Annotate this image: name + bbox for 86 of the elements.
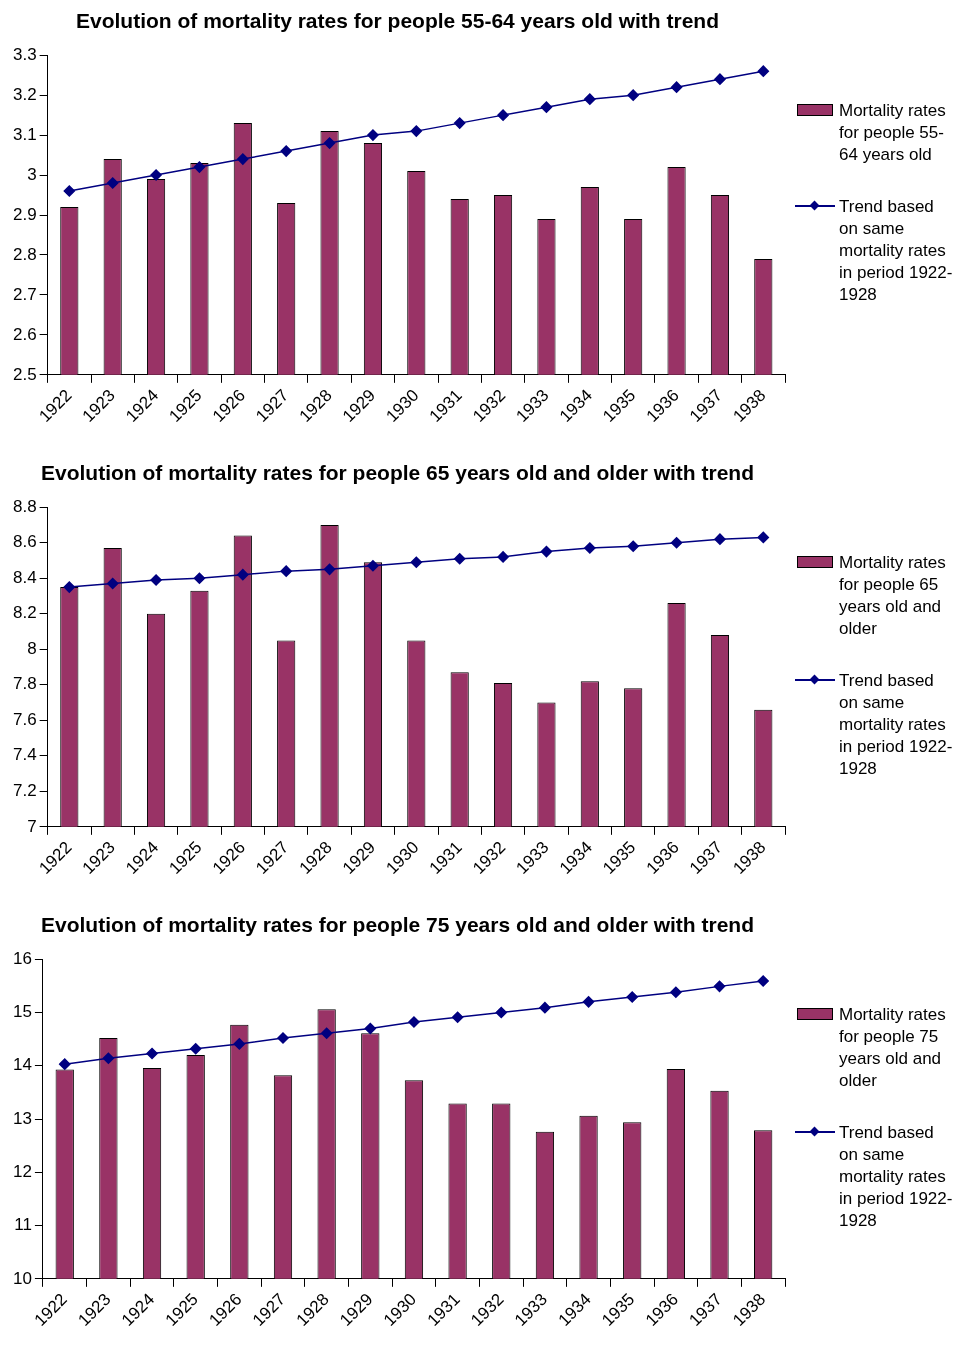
point — [670, 536, 683, 549]
point — [757, 975, 769, 987]
y-tick-label: 15 — [12, 1002, 32, 1022]
legend-label: Mortality rates for people 55-64 years old — [839, 100, 947, 166]
point — [670, 81, 683, 93]
y-tick-label: 2.9 — [12, 204, 37, 224]
y-tick-label: 8.4 — [12, 567, 37, 587]
point — [280, 565, 292, 577]
point — [237, 153, 249, 165]
point — [497, 551, 509, 563]
y-tick-label: 8.8 — [12, 496, 37, 516]
y-tick-label: 7.6 — [12, 709, 37, 729]
point — [233, 1038, 246, 1050]
legend-label: Mortality rates for people 65 years old and older — [839, 552, 947, 640]
y-tick-label: 14 — [12, 1055, 32, 1075]
point — [540, 545, 553, 558]
point — [320, 1027, 333, 1039]
point — [193, 572, 206, 584]
point — [408, 1016, 420, 1028]
y-tick-label: 11 — [14, 1215, 32, 1235]
point — [757, 65, 770, 77]
point — [106, 577, 119, 590]
point — [627, 540, 639, 553]
point — [367, 560, 379, 572]
point — [626, 991, 638, 1003]
point — [410, 125, 423, 137]
point — [451, 1011, 464, 1024]
point — [277, 1032, 289, 1044]
y-tick-label: 8 — [27, 638, 37, 658]
legend-label: Trend based on same mortality rates in period 1922-1928 — [839, 1122, 954, 1232]
chart-title: Evolution of mortality rates for people 65 years old and older with trend — [41, 461, 754, 485]
y-tick-label: 2.6 — [12, 324, 37, 344]
y-tick-label: 8.6 — [12, 532, 37, 552]
point — [584, 542, 596, 554]
chart-title: Evolution of mortality rates for people 55-64 years old with trend — [76, 9, 719, 33]
y-tick-label: 7.4 — [12, 745, 37, 765]
point — [497, 109, 509, 121]
point — [364, 1022, 377, 1035]
point — [280, 145, 292, 157]
point — [539, 1001, 551, 1014]
point — [410, 556, 423, 568]
point — [102, 1052, 115, 1065]
legend-label: Mortality rates for people 75 years old and older — [839, 1004, 947, 1092]
chart-title: Evolution of mortality rates for people 75 years old and older with trend — [41, 913, 754, 937]
point — [323, 137, 336, 149]
point — [495, 1006, 508, 1019]
y-tick-label: 3.2 — [12, 84, 37, 104]
point — [453, 117, 466, 129]
point — [323, 563, 336, 576]
legend-label: Trend based on same mortality rates in period 1922-1928 — [839, 670, 954, 780]
y-tick-label: 7 — [27, 816, 37, 836]
point — [540, 101, 553, 113]
y-tick-label: 3 — [27, 164, 37, 184]
point — [582, 996, 595, 1008]
y-tick-label: 3.3 — [12, 44, 37, 64]
y-tick-label: 13 — [12, 1108, 32, 1128]
point — [150, 169, 162, 181]
point — [713, 980, 726, 993]
point — [63, 185, 76, 197]
y-tick-label: 8.2 — [12, 603, 37, 623]
point — [58, 1058, 71, 1070]
legend-label: Trend based on same mortality rates in period 1922-1928 — [839, 196, 954, 306]
point — [63, 581, 76, 593]
y-tick-label: 2.7 — [12, 284, 37, 304]
point — [146, 1047, 158, 1060]
point — [189, 1042, 202, 1055]
point — [237, 568, 249, 581]
point — [627, 89, 639, 101]
y-tick-label: 12 — [12, 1161, 32, 1181]
y-tick-label: 7.2 — [12, 781, 37, 801]
point — [714, 533, 726, 545]
point — [106, 177, 119, 189]
y-tick-label: 3.1 — [12, 124, 37, 144]
y-tick-label: 2.8 — [12, 244, 37, 264]
y-tick-label: 7.8 — [12, 674, 37, 694]
point — [584, 93, 596, 105]
point — [670, 986, 682, 998]
point — [193, 161, 206, 173]
point — [714, 73, 726, 85]
point — [150, 574, 162, 586]
point — [367, 129, 379, 141]
y-tick-label: 2.5 — [12, 364, 37, 384]
y-tick-label: 16 — [12, 948, 32, 968]
y-tick-label: 10 — [12, 1268, 32, 1288]
point — [757, 531, 770, 544]
point — [453, 552, 466, 565]
